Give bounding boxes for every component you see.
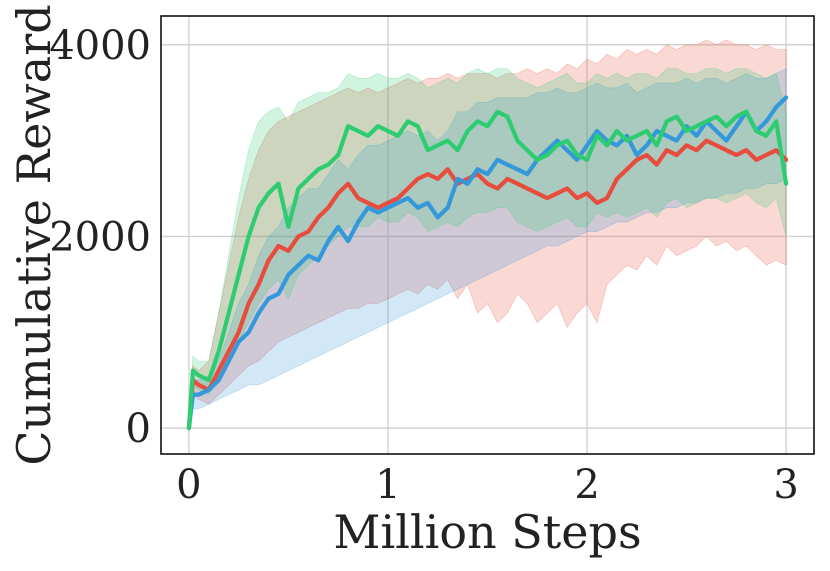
tick-labels: 0 1 2 3 0 2000 4000 — [49, 23, 799, 508]
y-axis-label: Cumulative Reward — [7, 4, 61, 465]
x-tick-label-0: 0 — [176, 462, 201, 508]
x-tick-label-3: 3 — [773, 462, 798, 508]
series-0-line — [186, 138, 789, 431]
x-tick-label-1: 1 — [375, 462, 400, 508]
y-tick-label-0: 0 — [126, 406, 151, 452]
series-lines — [186, 95, 789, 431]
confidence-bands — [188, 39, 787, 429]
plot-frame — [160, 15, 815, 455]
x-tick-label-2: 2 — [574, 462, 599, 508]
grid-lines — [161, 16, 814, 454]
y-tick-label-1: 2000 — [49, 214, 151, 260]
y-tick-label-2: 4000 — [49, 23, 151, 69]
x-axis-label: Million Steps — [333, 505, 641, 559]
series-2-line — [186, 109, 789, 431]
